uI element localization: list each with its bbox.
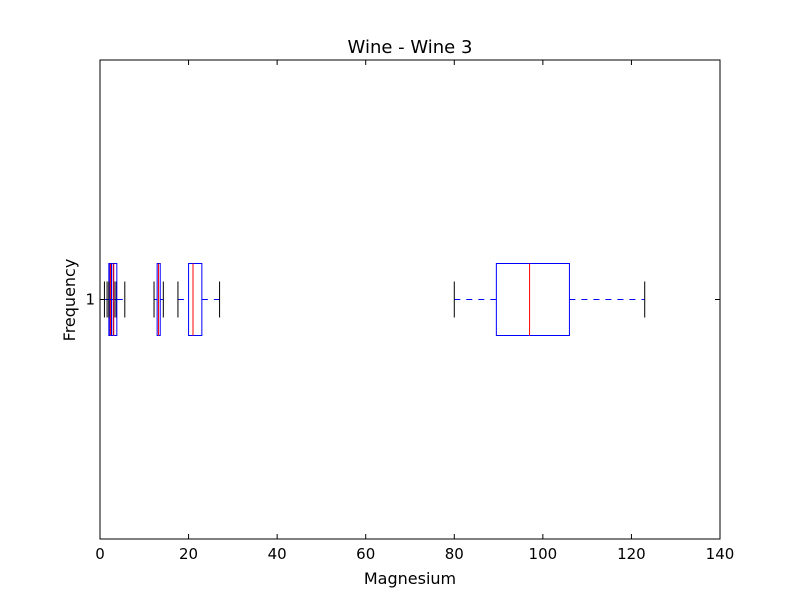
box-iqr [495,263,570,336]
x-tick-label: 140 [706,545,735,563]
y-tick-label: 1 [85,291,95,309]
y-axis: 1 [85,291,720,309]
x-tick-label: 120 [617,545,646,563]
plot-content [103,263,646,336]
x-tick-label: 0 [95,545,105,563]
box-3 [108,263,126,336]
x-tick-label: 60 [356,545,375,563]
x-tick-label: 40 [268,545,287,563]
box-6 [453,263,646,336]
box-5 [177,263,221,336]
x-tick-label: 80 [445,545,464,563]
x-tick-label: 20 [179,545,198,563]
x-tick-label: 100 [529,545,558,563]
y-axis-label: Frequency [60,259,79,342]
x-axis-label: Magnesium [364,569,456,588]
box-iqr [188,263,203,336]
x-axis: 0 20 40 60 80 100 120 140 [95,60,734,563]
chart-title: Wine - Wine 3 [348,37,473,58]
box-4 [153,263,164,336]
